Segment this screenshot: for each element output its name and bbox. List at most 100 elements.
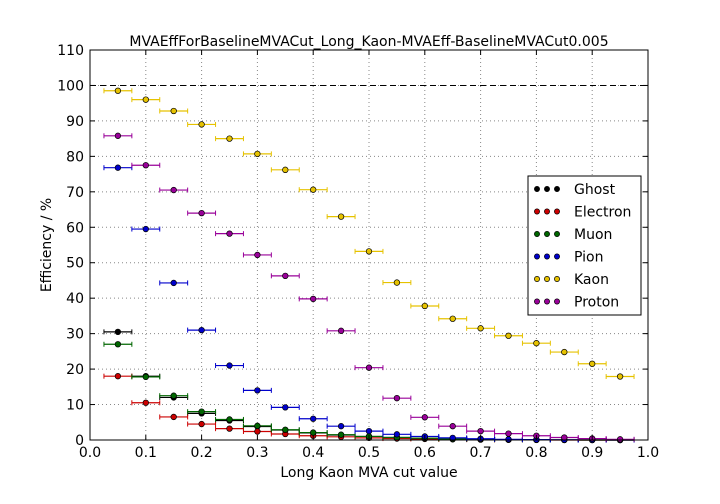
data-point — [393, 431, 401, 438]
legend-marker — [544, 298, 550, 305]
data-point — [337, 423, 345, 430]
legend-marker — [544, 253, 550, 260]
data-point — [254, 422, 261, 429]
y-tick-label: 30 — [66, 327, 84, 343]
y-tick-label: 70 — [66, 185, 84, 201]
data-point — [449, 315, 456, 322]
data-point — [616, 436, 624, 443]
legend-marker — [534, 276, 540, 282]
data-point — [337, 213, 345, 220]
legend-item-electron: Electron — [534, 205, 631, 221]
legend-marker — [534, 298, 540, 305]
legend-marker — [544, 231, 550, 237]
data-point — [170, 107, 177, 115]
data-point — [505, 436, 512, 443]
data-point — [170, 392, 177, 399]
data-point — [114, 87, 122, 94]
data-point — [477, 427, 484, 435]
legend-item-proton: Proton — [534, 295, 619, 311]
y-tick-label: 50 — [66, 256, 84, 272]
data-point — [142, 373, 149, 381]
data-point — [310, 186, 317, 193]
chart-title: MVAEffForBaselineMVACut_Long_Kaon-MVAEff… — [129, 34, 608, 50]
legend-label: Ghost — [574, 182, 616, 198]
axes: 0.0 0.1 0.2 0.3 0.4 0.5 0.6 0.7 0.8 0.9 1.0 0 10 20 30… — [57, 43, 659, 461]
legend-marker — [544, 186, 550, 192]
series-kaon — [103, 87, 635, 380]
data-point — [282, 404, 289, 411]
legend: Ghost Electron Muon Pion Kaon Proton — [527, 175, 642, 316]
data-point — [114, 164, 122, 171]
legend-marker — [554, 231, 560, 237]
x-tick-label: 0.9 — [581, 445, 603, 461]
y-tick-label: 100 — [57, 78, 84, 94]
x-tick-label: 0.4 — [302, 445, 324, 461]
series-proton — [103, 132, 635, 443]
data-point — [616, 373, 624, 380]
x-tick-label: 0.0 — [79, 445, 101, 461]
data-point — [226, 135, 233, 142]
data-point — [114, 341, 122, 348]
legend-marker — [534, 231, 540, 237]
data-point — [142, 162, 149, 169]
data-point — [477, 325, 484, 332]
data-point — [142, 225, 149, 233]
data-point — [114, 373, 122, 380]
y-tick-label: 90 — [66, 114, 84, 130]
data-point — [365, 248, 373, 255]
legend-marker — [554, 208, 560, 215]
data-point — [505, 332, 512, 339]
legend-item-pion: Pion — [534, 250, 603, 266]
data-point — [421, 302, 428, 310]
x-tick-label: 0.8 — [525, 445, 547, 461]
data-point — [282, 272, 289, 279]
data-point — [533, 340, 540, 347]
legend-box — [527, 175, 642, 316]
data-point — [310, 295, 317, 303]
data-point — [226, 362, 233, 369]
legend-item-kaon: Kaon — [534, 272, 609, 288]
data-point — [449, 423, 456, 430]
legend-label: Muon — [574, 227, 612, 243]
y-tick-label: 10 — [66, 398, 84, 414]
data-point — [198, 408, 205, 415]
x-tick-label: 0.1 — [135, 445, 157, 461]
x-tick-label: 0.7 — [469, 445, 491, 461]
y-tick-label: 0 — [75, 433, 84, 449]
data-point — [365, 364, 373, 371]
legend-marker — [544, 276, 550, 282]
legend-item-ghost: Ghost — [534, 182, 616, 198]
data-point — [449, 434, 456, 442]
data-point — [254, 428, 261, 435]
data-point — [393, 395, 401, 402]
data-point — [170, 279, 177, 287]
data-point — [198, 420, 205, 428]
legend-label: Pion — [574, 250, 603, 266]
data-point — [337, 327, 345, 334]
data-point — [198, 121, 205, 128]
legend-marker — [534, 186, 540, 192]
data-point — [254, 251, 261, 259]
data-point — [561, 348, 568, 356]
legend-marker — [534, 253, 540, 260]
x-tick-label: 0.5 — [358, 445, 380, 461]
x-tick-label: 0.3 — [246, 445, 268, 461]
data-point — [561, 434, 568, 441]
y-tick-label: 40 — [66, 291, 84, 307]
data-point — [226, 425, 233, 432]
y-tick-label: 60 — [66, 220, 84, 236]
data-point — [282, 166, 289, 173]
y-tick-label: 110 — [57, 43, 84, 59]
x-tick-label: 0.2 — [190, 445, 212, 461]
legend-label: Proton — [574, 295, 619, 311]
data-point — [142, 399, 149, 406]
data-point — [114, 328, 122, 336]
legend-marker — [554, 276, 560, 282]
y-axis-label: Efficiency / % — [39, 198, 55, 292]
data-point — [226, 230, 233, 237]
data-point — [198, 209, 205, 217]
data-point — [254, 387, 261, 394]
y-tick-label: 80 — [66, 149, 84, 165]
data-point — [170, 186, 177, 194]
